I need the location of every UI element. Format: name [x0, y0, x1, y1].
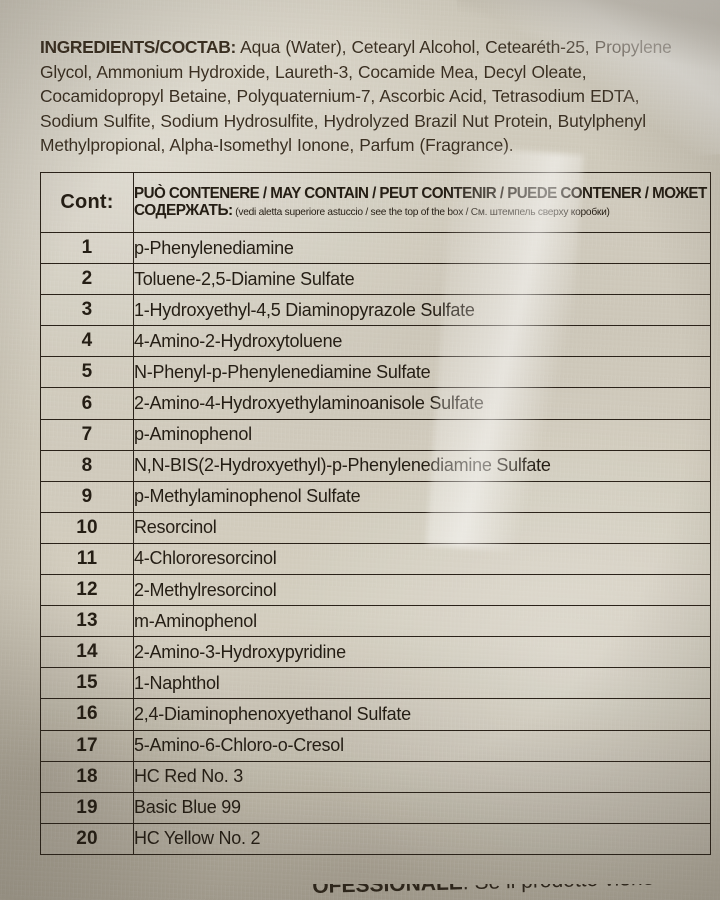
row-number: 10: [40, 511, 134, 544]
row-substance-name: 1-Naphthol: [133, 667, 711, 700]
row-substance-name: N,N-BIS(2-Hydroxyethyl)-p-Phenylenediami…: [133, 449, 711, 482]
row-number: 17: [40, 729, 134, 762]
row-substance-name: m-Aminophenol: [133, 605, 711, 638]
footer-bold-fragment: OFESSIONALE: [312, 884, 464, 898]
table-row: 4 4-Amino-2-Hydroxytoluene: [40, 325, 711, 358]
table-row: 3 1-Hydroxyethyl-4,5 Diaminopyrazole Sulf…: [40, 294, 711, 327]
row-number: 16: [40, 698, 134, 731]
table-row: 8 N,N-BIS(2-Hydroxyethyl)-p-Phenylenediam…: [40, 449, 711, 482]
table-row: 7 p-Aminophenol: [40, 418, 711, 451]
table-row: 6 2-Amino-4-Hydroxyethylaminoanisole Sulf…: [40, 387, 711, 420]
table-row: 11 4-Chlororesorcinol: [40, 542, 711, 576]
row-number: 8: [40, 449, 134, 482]
row-substance-name: Basic Blue 99: [133, 791, 711, 824]
footer-text: OFESSIONALE. Se il prodotto viene: [312, 884, 654, 899]
row-substance-name: 4-Chlororesorcinol: [133, 542, 711, 576]
row-number: 13: [40, 605, 134, 638]
row-number: 14: [40, 636, 134, 669]
table-row: 9 p-Methylaminophenol Sulfate: [40, 480, 711, 513]
row-number: 19: [40, 791, 134, 824]
row-substance-name: 1-Hydroxyethyl-4,5 Diaminopyrazole Sulfa…: [133, 294, 711, 327]
row-number: 9: [40, 480, 134, 513]
table-row: 2 Toluene-2,5-Diamine Sulfate: [40, 263, 711, 296]
row-substance-name: Resorcinol: [133, 511, 711, 544]
column-header-cont: Cont:: [40, 172, 134, 233]
row-number: 7: [40, 418, 134, 451]
row-number: 1: [40, 231, 134, 265]
row-number: 11: [40, 542, 134, 576]
row-number: 12: [40, 574, 134, 607]
row-substance-name: HC Yellow No. 2: [133, 822, 711, 855]
may-contain-see-box-note: (vedi aletta superiore astuccio / see th…: [232, 206, 610, 218]
row-substance-name: 2-Amino-3-Hydroxypyridine: [133, 636, 711, 669]
may-contain-russian-label: СОДЕРЖАТЬ:: [134, 201, 233, 219]
row-number: 18: [40, 760, 134, 793]
may-contain-table: Cont: PUÒ CONTENERE / MAY CONTAIN / PEUT…: [40, 172, 711, 855]
table-row: 18 HC Red No. 3: [40, 760, 711, 793]
table-row: 20 HC Yellow No. 2: [40, 822, 711, 855]
table-row: 12 2-Methylresorcinol: [40, 574, 711, 607]
table-row: 1 p-Phenylenediamine: [40, 231, 711, 265]
table-row: 14 2-Amino-3-Hydroxypyridine: [40, 636, 711, 669]
row-substance-name: Toluene-2,5-Diamine Sulfate: [133, 263, 711, 296]
row-number: 6: [40, 387, 134, 420]
table-header-row: Cont: PUÒ CONTENERE / MAY CONTAIN / PEUT…: [40, 172, 711, 233]
row-substance-name: 2-Amino-4-Hydroxyethylaminoanisole Sulfa…: [133, 387, 711, 420]
table-row: 10 Resorcinol: [40, 511, 711, 544]
row-substance-name: 5-Amino-6-Chloro-o-Cresol: [133, 729, 711, 762]
row-number: 20: [40, 822, 134, 855]
column-header-may-contain: PUÒ CONTENERE / MAY CONTAIN / PEUT CONTE…: [133, 172, 711, 233]
row-number: 3: [40, 294, 134, 327]
ingredients-heading: INGREDIENTS/COCTAB:: [40, 37, 236, 58]
table-body: 1 p-Phenylenediamine 2 Toluene-2,5-Diamine …: [40, 231, 711, 855]
row-substance-name: HC Red No. 3: [133, 760, 711, 793]
row-number: 2: [40, 263, 134, 296]
table-row: 5 N-Phenyl-p-Phenylenediamine Sulfate: [40, 356, 711, 389]
table-row: 17 5-Amino-6-Chloro-o-Cresol: [40, 729, 711, 762]
row-number: 15: [40, 667, 134, 700]
ingredients-paragraph: INGREDIENTS/COCTAB: Aqua (Water), Cetear…: [40, 35, 700, 158]
table-row: 19 Basic Blue 99: [40, 791, 711, 824]
table-row: 16 2,4-Diaminophenoxyethanol Sulfate: [40, 698, 711, 731]
row-number: 4: [40, 325, 134, 358]
row-substance-name: N-Phenyl-p-Phenylenediamine Sulfate: [133, 356, 711, 389]
table-row: 13 m-Aminophenol: [40, 605, 711, 638]
row-substance-name: p-Phenylenediamine: [133, 231, 711, 265]
row-substance-name: 4-Amino-2-Hydroxytoluene: [133, 325, 711, 358]
footer-cropped-line: OFESSIONALE. Se il prodotto viene: [0, 884, 720, 900]
may-contain-languages-line: PUÒ CONTENERE / MAY CONTAIN / PEUT CONTE…: [134, 184, 707, 202]
table-header: Cont: PUÒ CONTENERE / MAY CONTAIN / PEUT…: [40, 172, 711, 233]
row-substance-name: p-Aminophenol: [133, 418, 711, 451]
row-substance-name: 2,4-Diaminophenoxyethanol Sulfate: [133, 698, 711, 731]
may-contain-russian-line: СОДЕРЖАТЬ: (vedi aletta superiore astucc…: [134, 202, 710, 221]
table-row: 15 1-Naphthol: [40, 667, 711, 700]
row-number: 5: [40, 356, 134, 389]
footer-tail-fragment: . Se il prodotto viene: [462, 884, 654, 894]
row-substance-name: 2-Methylresorcinol: [133, 574, 711, 607]
row-substance-name: p-Methylaminophenol Sulfate: [133, 480, 711, 513]
